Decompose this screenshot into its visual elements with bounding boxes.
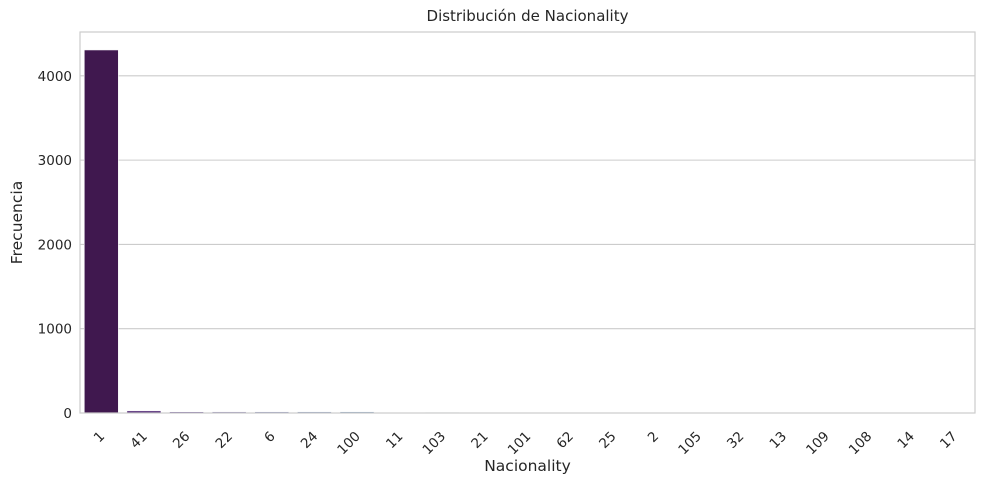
y-tick-label: 2000 [38, 237, 72, 253]
y-tick-label: 1000 [38, 322, 72, 338]
bar [83, 49, 119, 414]
plot-frame [79, 31, 976, 414]
y-tick-label: 0 [63, 406, 72, 422]
y-tick-labels: 0 1000 2000 3000 4000 [38, 69, 72, 422]
chart-title: Distribución de Nacionality [427, 7, 629, 25]
y-tick-label: 4000 [38, 69, 72, 85]
y-axis-label: Frecuencia [8, 181, 26, 264]
y-tick-label: 3000 [38, 153, 72, 169]
x-axis-label: Nacionality [484, 457, 571, 475]
